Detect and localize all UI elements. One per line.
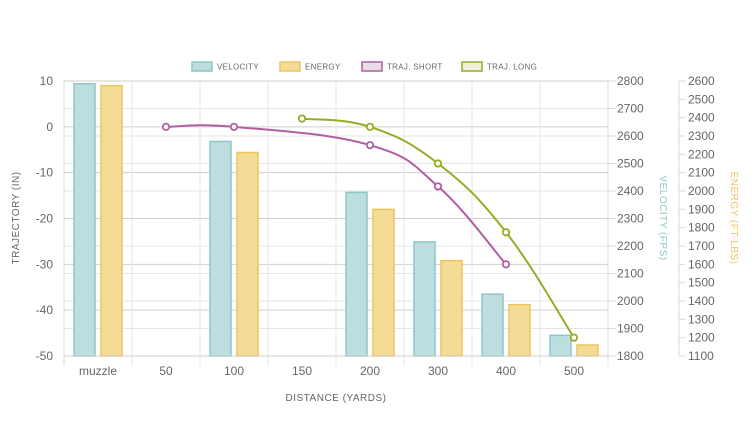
velocity-tick-label: 2200 bbox=[617, 239, 644, 253]
line-series bbox=[161, 114, 579, 342]
x-tick-label: 50 bbox=[159, 364, 173, 378]
velocity-tick-label: 2100 bbox=[617, 267, 644, 281]
energy-tick-label: 1500 bbox=[688, 276, 715, 290]
velocity-bar bbox=[549, 334, 572, 357]
legend-label-traj-long: TRAJ. LONG bbox=[487, 63, 537, 72]
energy-tick-label: 2000 bbox=[688, 184, 715, 198]
trajectory-tick-label: -40 bbox=[36, 303, 54, 317]
legend-swatch-energy bbox=[279, 61, 301, 72]
legend-swatch-traj-short bbox=[361, 61, 383, 72]
x-tick-label: 500 bbox=[564, 364, 584, 378]
energy-bar bbox=[100, 84, 123, 357]
energy-tick-label: 1800 bbox=[688, 221, 715, 235]
energy-bar bbox=[372, 208, 395, 357]
trajectory-axis-title: TRAJECTORY (IN) bbox=[11, 171, 22, 264]
trajectory-tick-label: 10 bbox=[40, 74, 54, 88]
energy-bar bbox=[236, 151, 259, 357]
energy-tick-label: 1900 bbox=[688, 202, 715, 216]
traj-long-point bbox=[501, 228, 511, 237]
x-tick-label: muzzle bbox=[79, 364, 117, 378]
velocity-tick-label: 1900 bbox=[617, 322, 644, 336]
energy-tick-label: 2300 bbox=[688, 129, 715, 143]
x-tick-label: 300 bbox=[428, 364, 448, 378]
legend-label-traj-short: TRAJ. SHORT bbox=[387, 63, 443, 72]
trajectory-tick-label: -50 bbox=[36, 349, 54, 363]
energy-tick-label: 1200 bbox=[688, 331, 715, 345]
x-axis-title: DISTANCE (YARDS) bbox=[286, 393, 387, 404]
traj-long-point bbox=[569, 333, 579, 342]
legend-swatch-traj-long bbox=[461, 61, 483, 72]
velocity-bar bbox=[481, 293, 504, 357]
traj-short-point bbox=[229, 122, 239, 131]
trajectory-tick-label: 0 bbox=[46, 120, 53, 134]
energy-bar bbox=[440, 259, 463, 357]
x-tick-label: 100 bbox=[224, 364, 244, 378]
velocity-bar bbox=[73, 83, 96, 357]
legend-swatch-velocity bbox=[191, 61, 213, 72]
energy-axis-title: ENERGY (FT-LBS) bbox=[728, 172, 739, 265]
velocity-bar bbox=[345, 191, 368, 357]
velocity-tick-label: 1800 bbox=[617, 349, 644, 363]
legend-label-energy: ENERGY bbox=[305, 63, 341, 72]
velocity-tick-label: 2600 bbox=[617, 129, 644, 143]
velocity-tick-label: 2800 bbox=[617, 74, 644, 88]
traj-long-point bbox=[297, 114, 307, 123]
energy-tick-label: 1100 bbox=[688, 349, 714, 363]
trajectory-tick-label: -10 bbox=[36, 166, 54, 180]
energy-bar bbox=[576, 344, 599, 357]
energy-bar bbox=[508, 303, 531, 357]
velocity-tick-label: 2300 bbox=[617, 212, 644, 226]
energy-tick-label: 1600 bbox=[688, 257, 715, 271]
velocity-tick-label: 2700 bbox=[617, 102, 644, 116]
energy-tick-label: 2600 bbox=[688, 74, 715, 88]
x-tick-label: 150 bbox=[292, 364, 312, 378]
energy-tick-label: 2400 bbox=[688, 111, 715, 125]
energy-tick-label: 2100 bbox=[688, 166, 715, 180]
velocity-tick-label: 2400 bbox=[617, 184, 644, 198]
traj-short-point bbox=[501, 260, 511, 269]
traj-short-point bbox=[365, 141, 375, 150]
traj-long-point bbox=[433, 159, 443, 168]
energy-tick-label: 1400 bbox=[688, 294, 715, 308]
traj-short-point bbox=[433, 182, 443, 191]
traj-short-point bbox=[161, 122, 171, 131]
velocity-tick-label: 2000 bbox=[617, 294, 644, 308]
energy-tick-label: 1300 bbox=[688, 312, 715, 326]
x-tick-label: 200 bbox=[360, 364, 380, 378]
chart-legend: VELOCITY ENERGY TRAJ. SHORT TRAJ. LONG bbox=[191, 61, 537, 72]
legend-label-velocity: VELOCITY bbox=[217, 63, 259, 72]
trajectory-tick-label: -30 bbox=[36, 257, 54, 271]
energy-tick-label: 2500 bbox=[688, 92, 715, 106]
energy-tick-label: 1700 bbox=[688, 239, 715, 253]
energy-tick-label: 2200 bbox=[688, 147, 715, 161]
traj-long-line bbox=[301, 117, 575, 339]
traj-long-point bbox=[365, 122, 375, 131]
velocity-tick-label: 2500 bbox=[617, 157, 644, 171]
trajectory-tick-label: -20 bbox=[36, 212, 54, 226]
velocity-bar bbox=[209, 140, 232, 357]
x-tick-label: 400 bbox=[496, 364, 516, 378]
velocity-axis-title: VELOCITY (FPS) bbox=[657, 175, 668, 260]
velocity-bar bbox=[413, 241, 436, 357]
chart-axes: 100-10-20-30-40-502800270026002500240023… bbox=[36, 74, 715, 378]
